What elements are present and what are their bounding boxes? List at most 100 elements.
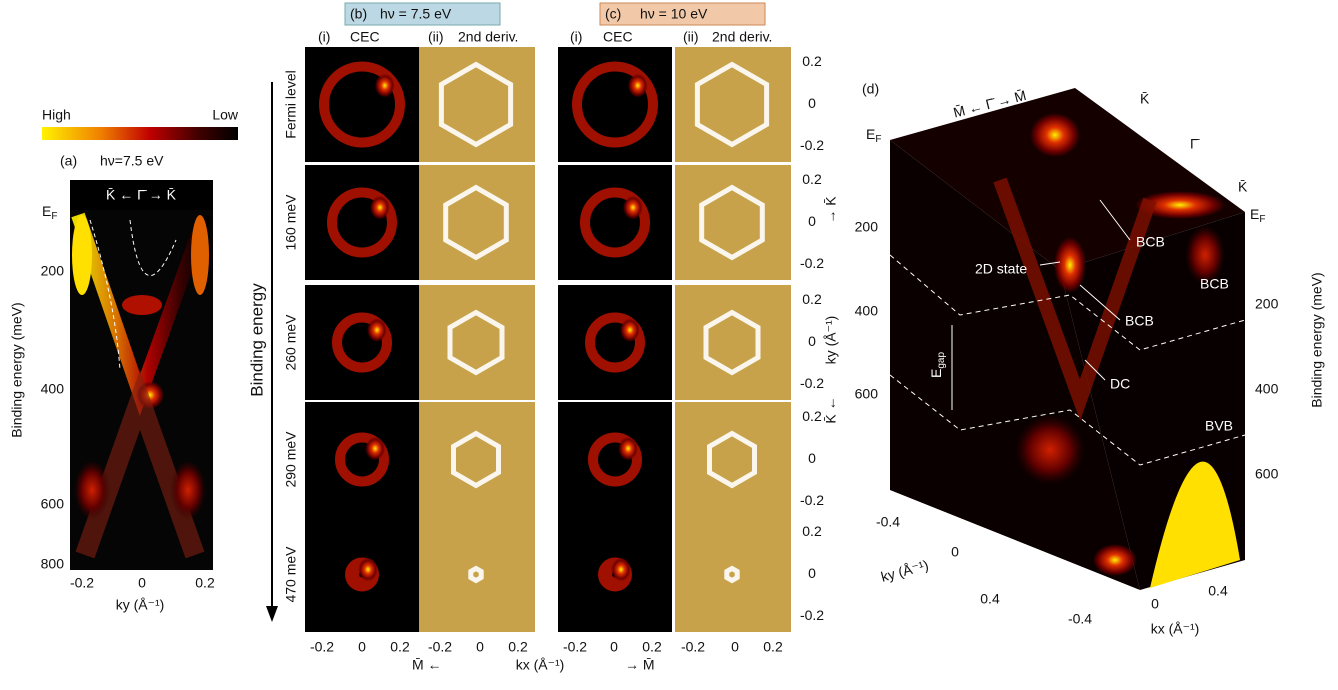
row-label: Fermi level	[283, 70, 299, 138]
intensity	[1185, 225, 1225, 285]
x-tick-label: 0.2	[195, 575, 215, 591]
deriv-contour	[451, 430, 501, 489]
x-tick-label: 0	[476, 639, 484, 655]
valence-hot	[74, 460, 110, 520]
x-tick-label: 0	[610, 639, 618, 655]
photon-energy: hν = 7.5 eV	[380, 6, 452, 22]
panel-label: (b)	[350, 6, 367, 22]
annotation: BVB	[1205, 418, 1233, 434]
y-tick-label: 0.2	[802, 53, 822, 69]
cec-map	[558, 402, 672, 517]
bvb-region	[1150, 461, 1240, 588]
row-label: 260 meV	[283, 314, 299, 371]
guide-line	[89, 219, 177, 371]
ef-label: EF	[866, 126, 881, 145]
deriv-map	[419, 402, 535, 517]
intensity	[1015, 415, 1085, 485]
annotation: BCB	[1136, 234, 1165, 250]
deriv-contour	[707, 430, 757, 489]
x-tick-label: 0.2	[642, 639, 662, 655]
x-tick-label: 0	[731, 639, 739, 655]
band-hot	[191, 215, 209, 295]
x-tick-label: -0.2	[681, 639, 705, 655]
col-index: (ii)	[428, 29, 444, 45]
cec-map	[305, 285, 419, 400]
cec-map	[558, 285, 672, 400]
header-box	[599, 2, 766, 26]
cec-hot	[620, 318, 640, 342]
dirac-cone	[993, 177, 1157, 421]
x-tick-label: -0.2	[310, 639, 334, 655]
x-tick-label: 0.2	[508, 639, 528, 655]
annotation: 2D state	[975, 261, 1027, 277]
intensity	[1054, 237, 1086, 293]
cec-hot	[618, 436, 639, 461]
header-box	[344, 2, 501, 26]
cec-ring	[319, 61, 405, 148]
y-tick-label: 400	[1255, 381, 1279, 397]
m-arrow: → M̄	[625, 657, 655, 673]
col-title: 2nd deriv.	[712, 29, 772, 45]
leader-line	[1039, 199, 1131, 381]
cec-ring	[588, 432, 642, 487]
arrow-head	[266, 606, 278, 622]
cec-map	[305, 402, 419, 517]
deriv-contour	[447, 309, 505, 376]
ef-label: EF	[42, 203, 57, 222]
kx-tick-label: 0.4	[1208, 583, 1228, 599]
colorbar-low: Low	[212, 107, 239, 123]
y-tick-label: 400	[855, 303, 879, 319]
y-tick-label: 0	[808, 450, 816, 466]
annotation: Egap	[928, 352, 947, 378]
cec-hot	[374, 73, 395, 98]
direction-label: Γ̄	[1190, 136, 1200, 152]
y-tick-label: 0.2	[802, 523, 822, 539]
x-tick-label: -0.2	[563, 639, 587, 655]
y-tick-label: 0	[808, 565, 816, 581]
ky-tick-label: -0.4	[876, 514, 900, 530]
cec-ring	[580, 187, 650, 258]
photon-energy: hν=7.5 eV	[100, 153, 164, 169]
col-index: (i)	[318, 29, 330, 45]
y-tick-label: 0	[808, 213, 816, 229]
cec-ring	[327, 187, 397, 258]
deriv-map	[675, 165, 791, 280]
y-tick-label: 0.2	[802, 408, 822, 424]
cec-hot	[358, 557, 378, 582]
ky-label: ky (Å⁻¹)	[823, 316, 839, 365]
col-title: 2nd deriv.	[458, 29, 518, 45]
guide-line	[889, 254, 1246, 466]
deriv-contour	[468, 565, 484, 584]
ef-label: EF	[1250, 206, 1265, 225]
y-tick-label: 200	[1255, 296, 1279, 312]
cec-hot	[611, 557, 631, 582]
x-tick-label: -0.2	[428, 639, 452, 655]
cec-ring	[585, 312, 645, 373]
cec-hot	[367, 318, 387, 342]
y-tick-label: 0	[808, 95, 816, 111]
annotation: DC	[1110, 376, 1130, 392]
kx-tick-label: -0.4	[1068, 611, 1092, 627]
row-label: 160 meV	[283, 194, 299, 251]
deriv-contour	[443, 184, 509, 261]
band-state	[122, 295, 162, 315]
y-tick-label: -0.2	[800, 137, 824, 153]
cec-hot	[370, 195, 390, 220]
ky-tick-label: 0.4	[980, 591, 1000, 607]
y-tick-label: 0.2	[802, 291, 822, 307]
ky-label: ky (Å⁻¹)	[879, 557, 930, 585]
deriv-contour	[699, 184, 765, 261]
cube-top	[890, 88, 1245, 270]
m-arrow: M̄ ←	[412, 657, 442, 673]
k-arrow: K̄ ←	[823, 396, 839, 423]
cec-ring	[332, 312, 392, 373]
kx-label: kx (Å⁻¹)	[516, 657, 565, 673]
y-tick-label: 800	[41, 556, 65, 572]
y-axis-label: Binding energy (meV)	[9, 302, 25, 437]
annotation: BCB	[1200, 276, 1229, 292]
row-label: 290 meV	[283, 431, 299, 488]
kx-label: kx (Å⁻¹)	[1151, 621, 1200, 637]
deriv-contour	[724, 565, 740, 584]
deriv-contour	[703, 309, 761, 376]
